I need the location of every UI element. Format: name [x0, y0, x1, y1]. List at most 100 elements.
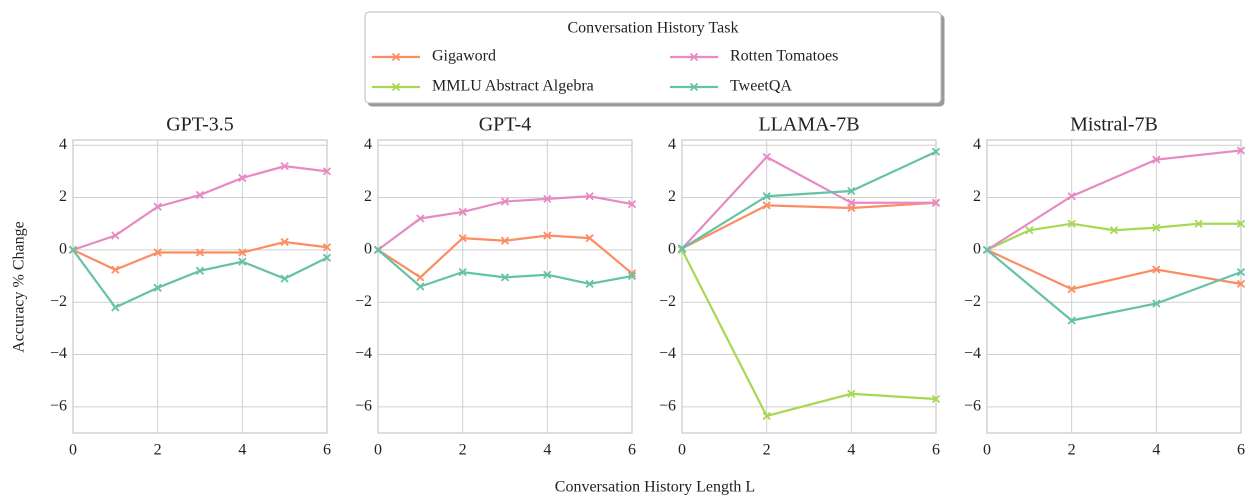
data-point — [153, 283, 162, 292]
data-point — [416, 214, 425, 223]
y-tick-label: −6 — [964, 398, 981, 415]
y-tick-label: −6 — [659, 398, 676, 415]
subplot-title: LLAMA-7B — [758, 114, 859, 136]
y-axis-label: Accuracy % Change — [11, 221, 28, 353]
data-point — [585, 279, 594, 289]
data-point — [458, 233, 467, 243]
data-point — [416, 282, 425, 291]
plot-frame — [72, 139, 328, 434]
data-point — [280, 237, 289, 247]
y-tick-label: −4 — [659, 345, 676, 362]
data-point — [543, 231, 552, 240]
subplot-title: Mistral-7B — [1070, 114, 1158, 136]
data-point — [373, 245, 383, 255]
y-tick-label: 2 — [364, 188, 372, 205]
y-tick-label: 0 — [668, 241, 676, 258]
data-point — [280, 162, 289, 171]
data-point — [847, 198, 856, 207]
data-point — [1067, 284, 1076, 294]
data-point — [762, 201, 771, 210]
data-point — [111, 231, 120, 240]
legend-label: Rotten Tomatoes — [730, 48, 838, 65]
x-tick-label: 0 — [374, 442, 382, 459]
y-tick-label: −4 — [964, 345, 981, 362]
data-point — [1109, 226, 1119, 235]
data-point — [543, 194, 552, 203]
data-point — [500, 197, 510, 206]
x-tick-label: 4 — [238, 442, 246, 459]
data-point — [238, 248, 247, 257]
x-tick-label: 4 — [1152, 442, 1160, 459]
y-tick-label: −2 — [355, 293, 372, 310]
legend-label: Gigaword — [432, 48, 496, 65]
y-tick-label: 2 — [59, 188, 67, 205]
subplot-title: GPT-4 — [479, 114, 532, 136]
x-tick-label: 2 — [763, 442, 771, 459]
plot-frame — [681, 139, 937, 434]
data-point — [1067, 219, 1076, 228]
plot-frame — [377, 139, 633, 434]
data-point — [416, 273, 425, 282]
data-point — [585, 192, 594, 201]
data-point — [238, 173, 247, 183]
y-tick-label: −4 — [50, 345, 67, 362]
data-point — [931, 394, 941, 404]
data-point — [1236, 267, 1246, 277]
series-line — [681, 155, 936, 250]
x-tick-label: 0 — [69, 442, 77, 459]
legend-marker — [391, 52, 401, 62]
data-point — [1152, 223, 1161, 232]
data-point — [762, 411, 771, 421]
y-tick-label: −6 — [50, 398, 67, 415]
x-tick-label: 0 — [678, 442, 686, 459]
data-point — [1236, 219, 1246, 228]
data-point — [1067, 316, 1076, 325]
series-line — [986, 149, 1242, 251]
data-point — [280, 274, 289, 283]
legend-marker — [391, 82, 401, 92]
data-point — [762, 192, 771, 201]
series-line — [681, 201, 937, 250]
x-tick-label: 6 — [628, 442, 636, 459]
y-tick-label: 4 — [59, 136, 67, 153]
legend-box — [364, 11, 942, 104]
x-tick-label: 2 — [1068, 442, 1076, 459]
x-tick-label: 2 — [154, 442, 162, 459]
data-point — [111, 265, 120, 274]
subplot-title: GPT-3.5 — [166, 114, 234, 136]
data-point — [762, 152, 771, 162]
data-point — [1236, 146, 1246, 155]
data-point — [847, 389, 856, 398]
data-point — [153, 248, 162, 257]
data-point — [1194, 219, 1203, 228]
data-point — [627, 199, 637, 209]
data-point — [931, 147, 941, 156]
y-tick-label: −2 — [964, 293, 981, 310]
series-line — [681, 249, 937, 418]
data-point — [500, 273, 510, 282]
x-tick-label: 6 — [932, 442, 940, 459]
x-tick-label: 0 — [983, 442, 991, 459]
data-point — [322, 243, 332, 252]
data-point — [238, 257, 247, 266]
legend-title: Conversation History Task — [567, 20, 738, 37]
y-tick-label: 4 — [668, 136, 676, 153]
data-point — [111, 303, 120, 312]
series-line — [986, 249, 1242, 322]
x-tick-label: 6 — [323, 442, 331, 459]
data-point — [1152, 299, 1161, 308]
x-tick-label: 6 — [1237, 442, 1245, 459]
y-tick-label: 4 — [973, 136, 981, 153]
data-point — [1152, 155, 1161, 164]
data-point — [500, 236, 510, 245]
y-tick-label: −6 — [355, 398, 372, 415]
data-point — [68, 245, 78, 255]
plot-frame — [986, 139, 1242, 434]
data-point — [195, 248, 205, 257]
y-tick-label: 0 — [364, 241, 372, 258]
data-point — [322, 167, 332, 176]
data-point — [585, 233, 594, 243]
x-tick-label: 4 — [847, 442, 855, 459]
y-tick-label: 0 — [59, 241, 67, 258]
